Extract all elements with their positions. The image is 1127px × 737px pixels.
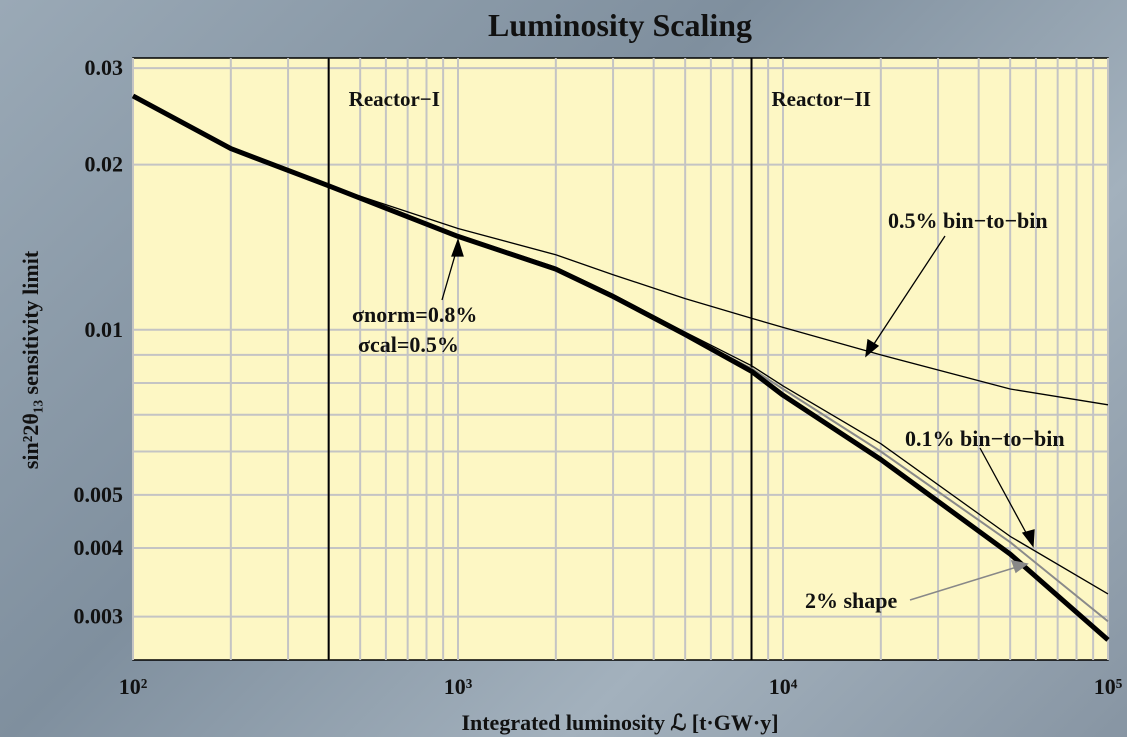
y-axis-label: sin²2θ₁₃ sensitivity limit <box>18 250 43 469</box>
arrow-head <box>1010 560 1029 574</box>
arrow-head <box>1021 529 1035 548</box>
arrows-gray <box>909 560 1029 601</box>
series-label: 2% shape <box>805 588 898 613</box>
y-tick-label: 0.03 <box>85 55 124 80</box>
chart-title: Luminosity Scaling <box>488 7 752 43</box>
annotation: σnorm=0.8% <box>352 302 477 327</box>
series-label: 0.1% bin−to−bin <box>905 426 1065 451</box>
y-tick-label: 0.005 <box>74 482 124 507</box>
arrow-head <box>451 237 464 257</box>
arrow <box>979 447 1031 541</box>
y-tick-label: 0.003 <box>74 604 124 629</box>
y-tick-label: 0.01 <box>85 317 124 342</box>
x-tick-label: 10⁵ <box>1094 674 1123 699</box>
annotation: σcal=0.5% <box>358 332 459 357</box>
x-axis-label: Integrated luminosity ℒ [t·GW·y] <box>461 710 778 735</box>
y-tick-label: 0.02 <box>85 152 124 177</box>
x-tick-label: 10⁴ <box>769 674 798 699</box>
series-label: 0.5% bin−to−bin <box>888 208 1048 233</box>
lines <box>131 58 1110 660</box>
arrow <box>869 235 946 351</box>
arrow <box>909 565 1021 601</box>
reactor-label: Reactor−II <box>772 87 871 111</box>
plot-area <box>132 57 1109 661</box>
arrow-head <box>865 338 880 358</box>
arrows <box>441 235 1035 548</box>
reactor-label: Reactor−I <box>349 87 440 111</box>
series-line <box>131 93 1110 642</box>
x-tick-label: 10² <box>119 674 148 699</box>
y-tick-label: 0.004 <box>74 535 124 560</box>
x-tick-label: 10³ <box>444 674 473 699</box>
